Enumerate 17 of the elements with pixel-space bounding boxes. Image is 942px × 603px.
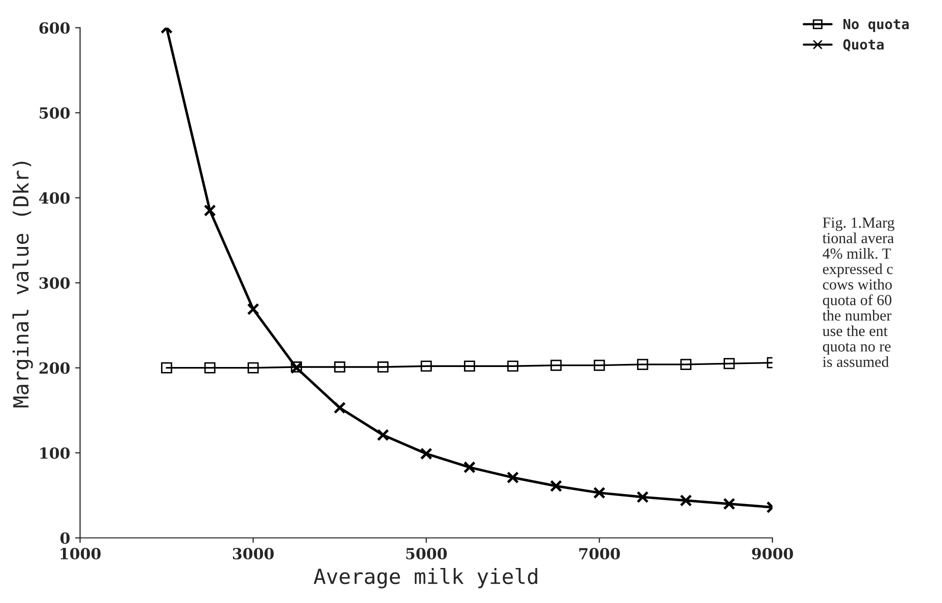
y-tick-label: 200 — [39, 362, 70, 374]
y-tick-label: 600 — [39, 22, 70, 34]
x-axis-title: Average milk yield — [314, 568, 538, 588]
y-tick-label: 0 — [60, 532, 70, 544]
x-tick-label: 3000 — [232, 548, 274, 560]
y-tick-label: 100 — [40, 447, 70, 459]
y-tick-label: 500 — [40, 107, 70, 119]
x-tick-label: 5000 — [406, 548, 447, 560]
x-tick-label: 7000 — [579, 548, 620, 560]
legend-label: Quota — [843, 39, 884, 52]
text: Fig. 1.Marg tional avera 4% milk. T expressed c cows witho quota of 60 the number use the ent quota no re is assumed — [822, 218, 894, 368]
legend-label: No quota — [843, 18, 909, 32]
y-axis-title: Marginal value (Dkr) — [12, 162, 33, 408]
y-tick-label: 400 — [39, 192, 70, 204]
x-tick-label: 9000 — [752, 548, 793, 560]
x-tick-label: 1000 — [60, 548, 101, 560]
y-tick-label: 300 — [40, 277, 70, 289]
